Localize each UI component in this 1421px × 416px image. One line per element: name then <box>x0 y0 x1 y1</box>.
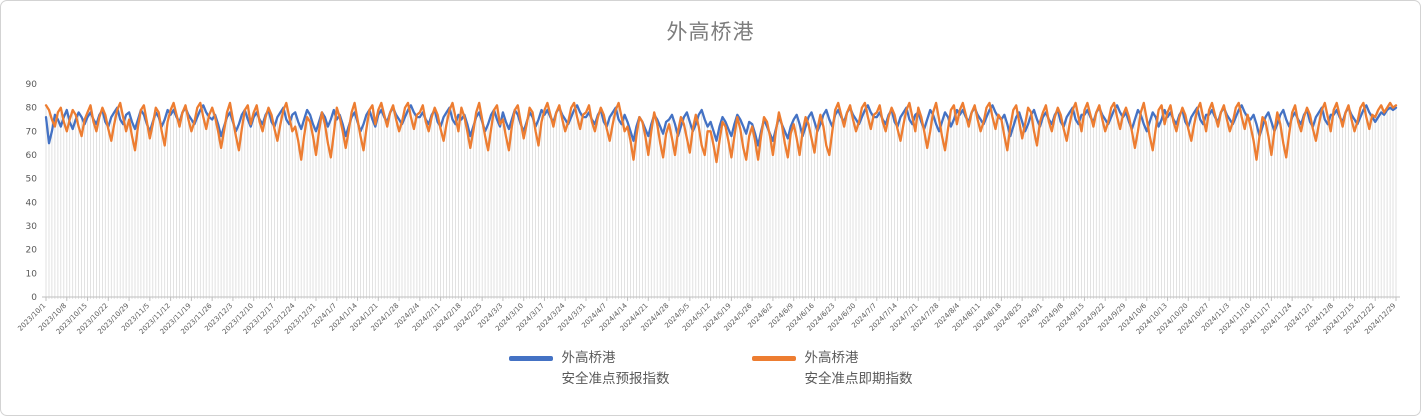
line-chart-plot-area[interactable]: 2023/10/12023/10/82023/10/152023/10/2220… <box>1 1 1421 347</box>
legend-line-swatch-orange <box>751 356 796 361</box>
legend-label-spot-line1: 外高桥港 <box>804 350 859 366</box>
legend-item-forecast-index[interactable]: 外高桥港 安全准点预报指数 <box>508 348 670 390</box>
drop-lines <box>45 102 1397 299</box>
svg-text:20: 20 <box>26 246 38 256</box>
chart-legend: 外高桥港 安全准点预报指数 外高桥港 安全准点即期指数 <box>1 348 1420 390</box>
legend-label-forecast: 外高桥港 安全准点预报指数 <box>562 348 670 390</box>
svg-text:90: 90 <box>26 80 38 90</box>
series-line-spot[interactable] <box>44 101 1398 164</box>
legend-label-forecast-line1: 外高桥港 <box>561 350 616 366</box>
svg-text:80: 80 <box>26 104 38 114</box>
svg-text:0: 0 <box>31 293 37 303</box>
y-axis-tick-labels: 0 10 20 30 40 50 60 70 80 90 <box>26 80 38 303</box>
svg-text:30: 30 <box>26 222 38 232</box>
svg-text:50: 50 <box>26 175 38 185</box>
legend-label-forecast-line2: 安全准点预报指数 <box>561 371 670 387</box>
chart-title: 外高桥港 <box>666 20 755 44</box>
svg-text:70: 70 <box>26 127 38 137</box>
legend-line-swatch-blue <box>508 356 553 361</box>
legend-item-spot-index[interactable]: 外高桥港 安全准点即期指数 <box>751 348 913 390</box>
svg-text:10: 10 <box>26 269 38 279</box>
legend-label-spot: 外高桥港 安全准点即期指数 <box>805 348 913 390</box>
svg-text:40: 40 <box>26 198 38 208</box>
x-axis-tick-labels: 2023/10/12023/10/82023/10/152023/10/2220… <box>16 297 1397 336</box>
svg-text:60: 60 <box>26 151 38 161</box>
legend-label-spot-line2: 安全准点即期指数 <box>804 371 913 387</box>
